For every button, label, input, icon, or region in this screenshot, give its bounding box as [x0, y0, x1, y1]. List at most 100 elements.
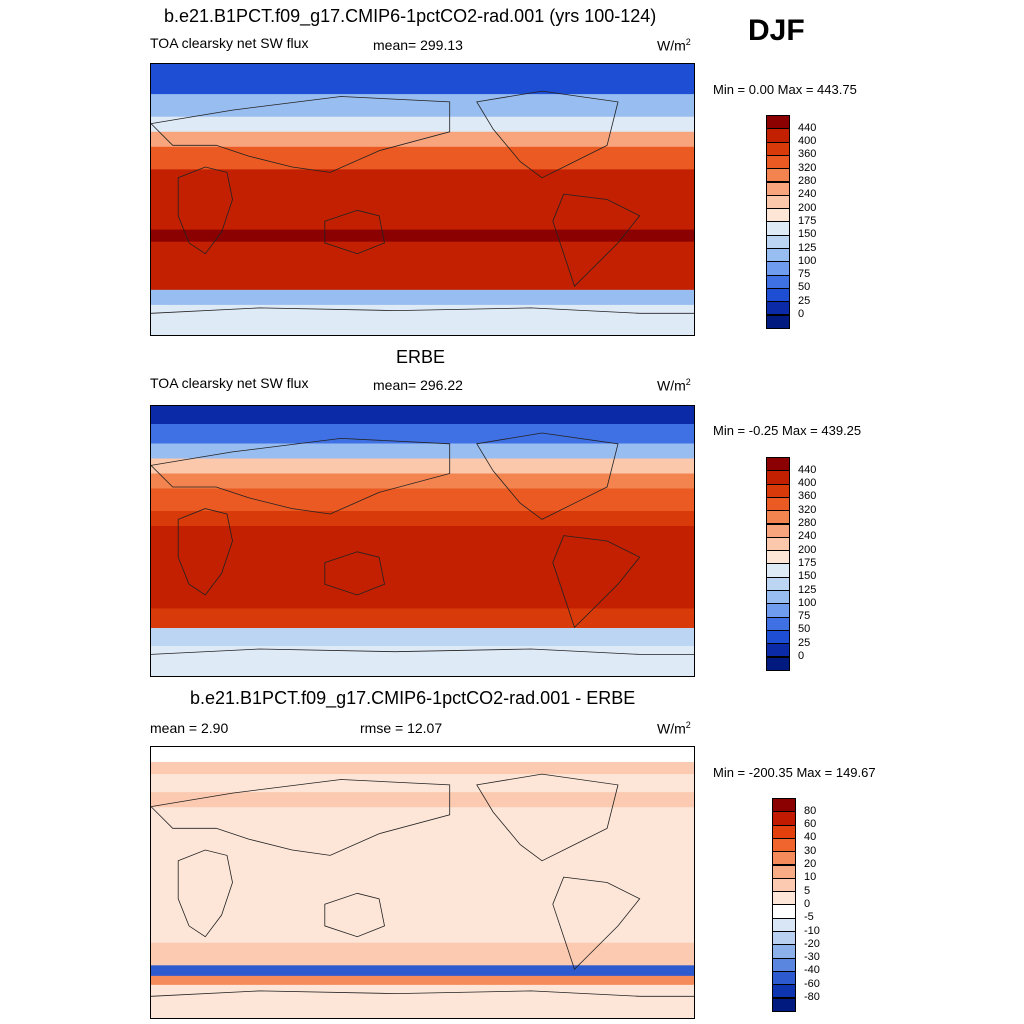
coastline — [476, 432, 619, 520]
map-band — [151, 608, 694, 629]
colorbar-swatch — [766, 603, 790, 618]
coastline — [552, 876, 641, 970]
map-band — [151, 458, 694, 474]
panel1-map — [150, 63, 695, 336]
coastline — [177, 166, 233, 255]
panel3-rmse: rmse = 12.07 — [360, 720, 443, 736]
colorbar-tick-label: 20 — [804, 858, 817, 870]
map-band — [151, 94, 694, 118]
colorbar-swatch — [766, 550, 790, 565]
colorbar-tick-label: 125 — [798, 241, 817, 254]
panel1-map-svg — [151, 64, 694, 335]
colorbar-tick-label: 5 — [804, 884, 811, 897]
colorbar-swatch — [766, 629, 790, 645]
coastline — [177, 849, 233, 938]
colorbar-tick-label: 125 — [798, 583, 817, 596]
map-band — [151, 984, 694, 1018]
coastline — [151, 779, 451, 856]
season-label: DJF — [748, 14, 805, 47]
colorbar-swatch — [766, 496, 790, 512]
panel2-units: W/m2 — [657, 377, 691, 394]
colorbar-swatch — [766, 154, 790, 170]
colorbar-tick-label: -80 — [804, 991, 820, 1003]
coastline — [476, 90, 619, 179]
colorbar-swatch — [766, 261, 790, 276]
colorbar-tick-label: 240 — [798, 188, 817, 201]
colorbar-tick-label: 60 — [804, 818, 817, 831]
colorbar-swatch — [766, 181, 790, 196]
coastline — [151, 96, 451, 173]
map-band — [151, 473, 694, 489]
panel3-map-svg — [151, 747, 694, 1018]
colorbar-swatch — [772, 864, 796, 879]
colorbar-tick-label: 0 — [798, 308, 805, 320]
map-band — [151, 116, 694, 133]
colorbar-tick-label: 80 — [804, 804, 817, 817]
colorbar-tick-label: 100 — [798, 596, 817, 609]
colorbar-swatch — [766, 470, 790, 485]
colorbar-tick-label: 440 — [798, 463, 817, 476]
colorbar-tick-label: 320 — [798, 161, 817, 174]
panel2-minmax: Min = -0.25 Max = 439.25 — [713, 423, 862, 438]
colorbar-swatch — [766, 115, 790, 130]
map-band — [151, 792, 694, 808]
colorbar-swatch — [766, 643, 790, 658]
coastline — [324, 551, 385, 596]
map-band — [151, 747, 694, 763]
colorbar-tick-label: 175 — [798, 214, 817, 227]
map-band — [151, 807, 694, 944]
map-band — [151, 975, 694, 986]
colorbar-swatch — [772, 944, 796, 959]
colorbar-tick-label: 320 — [798, 503, 817, 516]
colorbar-tick-label: -5 — [804, 911, 814, 924]
panel2-variable: TOA clearsky net SW flux — [150, 375, 309, 391]
map-band — [151, 64, 694, 95]
colorbar-tick-label: 150 — [798, 228, 817, 241]
map-band — [151, 229, 694, 243]
colorbar-tick-label: -60 — [804, 977, 820, 990]
colorbar-tick-label: -40 — [804, 964, 820, 977]
coastline — [151, 437, 451, 515]
panel3-title: b.e21.B1PCT.f09_g17.CMIP6-1pctCO2-rad.00… — [190, 688, 636, 708]
map-band — [151, 406, 694, 425]
map-band — [151, 942, 694, 966]
panel2-title: ERBE — [396, 347, 446, 367]
panel3-map — [150, 746, 695, 1019]
colorbar-tick-label: 280 — [798, 175, 817, 187]
colorbar-swatch — [772, 811, 796, 826]
colorbar-swatch — [766, 510, 790, 525]
colorbar-swatch — [766, 656, 790, 671]
panel3-minmax: Min = -200.35 Max = 149.67 — [713, 765, 876, 780]
colorbar-swatch — [766, 523, 790, 538]
map-band — [151, 131, 694, 148]
colorbar-tick-label: 30 — [804, 844, 817, 857]
colorbar-tick-label: 280 — [798, 517, 817, 529]
colorbar-swatch — [766, 287, 790, 303]
colorbar-tick-label: 10 — [804, 871, 817, 884]
colorbar-tick-label: 40 — [804, 831, 817, 844]
map-band — [151, 965, 694, 977]
colorbar-swatch — [766, 563, 790, 578]
colorbar-swatch — [766, 576, 790, 591]
colorbar-tick-label: 50 — [798, 281, 811, 294]
colorbar-tick-label: -30 — [804, 951, 820, 964]
colorbar-swatch — [766, 483, 790, 498]
coastline — [324, 209, 385, 255]
colorbar-tick-label: 0 — [798, 650, 805, 662]
colorbar-swatch — [772, 837, 796, 853]
coastline — [324, 892, 385, 938]
colorbar-swatch — [772, 824, 796, 839]
colorbar-swatch — [772, 798, 796, 813]
colorbar-tick-label: 360 — [798, 148, 817, 161]
colorbar-swatch — [766, 208, 790, 223]
colorbar-swatch — [766, 168, 790, 183]
colorbar-tick-label: 100 — [798, 254, 817, 267]
colorbar-swatch — [772, 917, 796, 932]
colorbar-tick-label: 440 — [798, 121, 817, 134]
panel1-minmax: Min = 0.00 Max = 443.75 — [713, 82, 857, 97]
colorbar-tick-label: 175 — [798, 556, 817, 569]
colorbar-tick-label: 25 — [798, 294, 811, 307]
map-band — [151, 191, 694, 216]
colorbar-tick-label: 400 — [798, 135, 817, 148]
colorbar-tick-label: 25 — [798, 636, 811, 649]
